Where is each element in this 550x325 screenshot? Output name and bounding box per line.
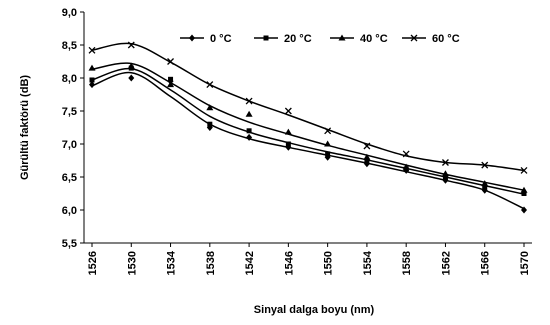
x-axis-title: Sinyal dalga boyu (nm) — [254, 304, 375, 316]
x-tick-label-8: 1558 — [401, 251, 413, 275]
x-tick-label-0: 1526 — [87, 251, 99, 275]
data-point-s2-9 — [441, 170, 449, 177]
x-tick-label-3: 1538 — [205, 251, 217, 275]
data-point-s2-6 — [324, 140, 332, 147]
x-tick-label-11: 1570 — [519, 251, 531, 275]
legend-label-2: 40 °C — [360, 33, 388, 45]
y-tick-label-7: 9,0 — [62, 7, 77, 19]
data-point-s2-8 — [402, 163, 410, 170]
data-point-s3-8 — [402, 150, 410, 158]
data-point-s0-0 — [89, 81, 95, 89]
y-tick-label-3: 7,0 — [62, 139, 77, 151]
data-point-s3-0 — [88, 46, 96, 54]
data-point-s1-5 — [285, 141, 291, 147]
y-tick-label-5: 8,0 — [62, 73, 77, 85]
x-tick-label-4: 1542 — [244, 251, 256, 275]
data-point-s2-7 — [363, 153, 371, 160]
x-tick-label-6: 1550 — [323, 251, 335, 275]
legend-marker-3 — [410, 34, 418, 42]
data-point-s0-1 — [128, 74, 135, 82]
data-point-s1-6 — [325, 151, 331, 157]
data-point-s3-1 — [127, 41, 135, 49]
data-point-s1-9 — [442, 174, 448, 180]
data-point-s1-7 — [364, 158, 370, 163]
data-point-s0-4 — [246, 133, 253, 141]
legend-marker-0 — [189, 34, 195, 42]
data-point-s3-10 — [481, 161, 489, 169]
y-axis-title: Gürültü faktörü (dB) — [19, 75, 31, 180]
data-point-s2-5 — [284, 128, 292, 135]
data-point-s2-0 — [88, 64, 96, 71]
data-point-s1-4 — [246, 128, 252, 134]
data-point-s2-10 — [481, 180, 489, 187]
series-line-1 — [91, 67, 525, 195]
y-tick-label-0: 5,5 — [62, 238, 77, 250]
data-point-s1-0 — [89, 77, 95, 83]
x-tick-label-5: 1546 — [283, 251, 295, 275]
x-tick-label-10: 1566 — [480, 251, 492, 275]
data-point-s3-11 — [520, 166, 528, 174]
data-point-s1-2 — [168, 76, 174, 82]
series-line-0 — [91, 71, 525, 210]
data-point-s0-11 — [521, 206, 527, 214]
legend-marker-1 — [263, 35, 269, 41]
data-point-s2-11 — [520, 186, 528, 193]
legend-label-1: 20 °C — [284, 33, 312, 45]
data-point-s1-3 — [207, 121, 213, 127]
series-line-3 — [91, 42, 525, 172]
y-tick-label-6: 8,5 — [62, 40, 77, 52]
data-point-s3-7 — [363, 142, 371, 150]
data-point-s2-3 — [206, 104, 214, 111]
x-tick-label-2: 1534 — [166, 250, 178, 275]
x-tick-label-1: 1530 — [126, 251, 138, 275]
data-point-s3-5 — [284, 107, 292, 115]
data-point-s3-3 — [206, 81, 214, 89]
legend-label-3: 60 °C — [432, 33, 460, 45]
legend-label-0: 0 °C — [210, 33, 232, 45]
data-point-s2-2 — [167, 81, 175, 88]
data-point-s1-10 — [482, 184, 488, 190]
data-point-s3-2 — [167, 58, 175, 65]
legend-marker-2 — [338, 34, 346, 41]
data-point-s3-9 — [441, 159, 449, 166]
data-point-s3-6 — [324, 127, 332, 135]
data-point-s2-1 — [127, 62, 135, 69]
y-tick-label-2: 6,5 — [62, 172, 77, 184]
y-tick-label-4: 7,5 — [62, 106, 77, 118]
data-point-s3-4 — [245, 97, 253, 105]
data-point-s2-4 — [245, 110, 253, 117]
series-line-2 — [91, 62, 525, 191]
y-tick-label-1: 6,0 — [62, 205, 77, 217]
x-tick-label-9: 1562 — [440, 251, 452, 275]
x-tick-label-7: 1554 — [362, 250, 374, 275]
data-point-s1-11 — [521, 191, 527, 196]
